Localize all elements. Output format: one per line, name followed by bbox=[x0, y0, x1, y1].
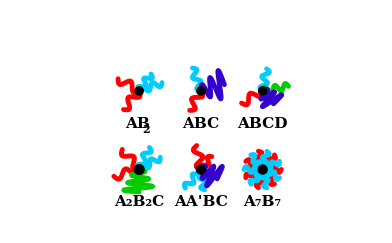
Text: A₇B₇: A₇B₇ bbox=[243, 195, 282, 209]
Circle shape bbox=[258, 165, 267, 174]
Text: ABC: ABC bbox=[182, 117, 220, 131]
Text: AB: AB bbox=[125, 117, 150, 131]
Text: A₂B₂C: A₂B₂C bbox=[114, 195, 164, 209]
Circle shape bbox=[134, 165, 144, 174]
Circle shape bbox=[197, 87, 205, 95]
Text: AA'BC: AA'BC bbox=[174, 195, 228, 209]
Circle shape bbox=[259, 87, 267, 95]
Text: 2: 2 bbox=[142, 124, 150, 135]
Circle shape bbox=[196, 165, 205, 174]
Circle shape bbox=[135, 87, 143, 95]
Text: ABCD: ABCD bbox=[238, 117, 288, 131]
